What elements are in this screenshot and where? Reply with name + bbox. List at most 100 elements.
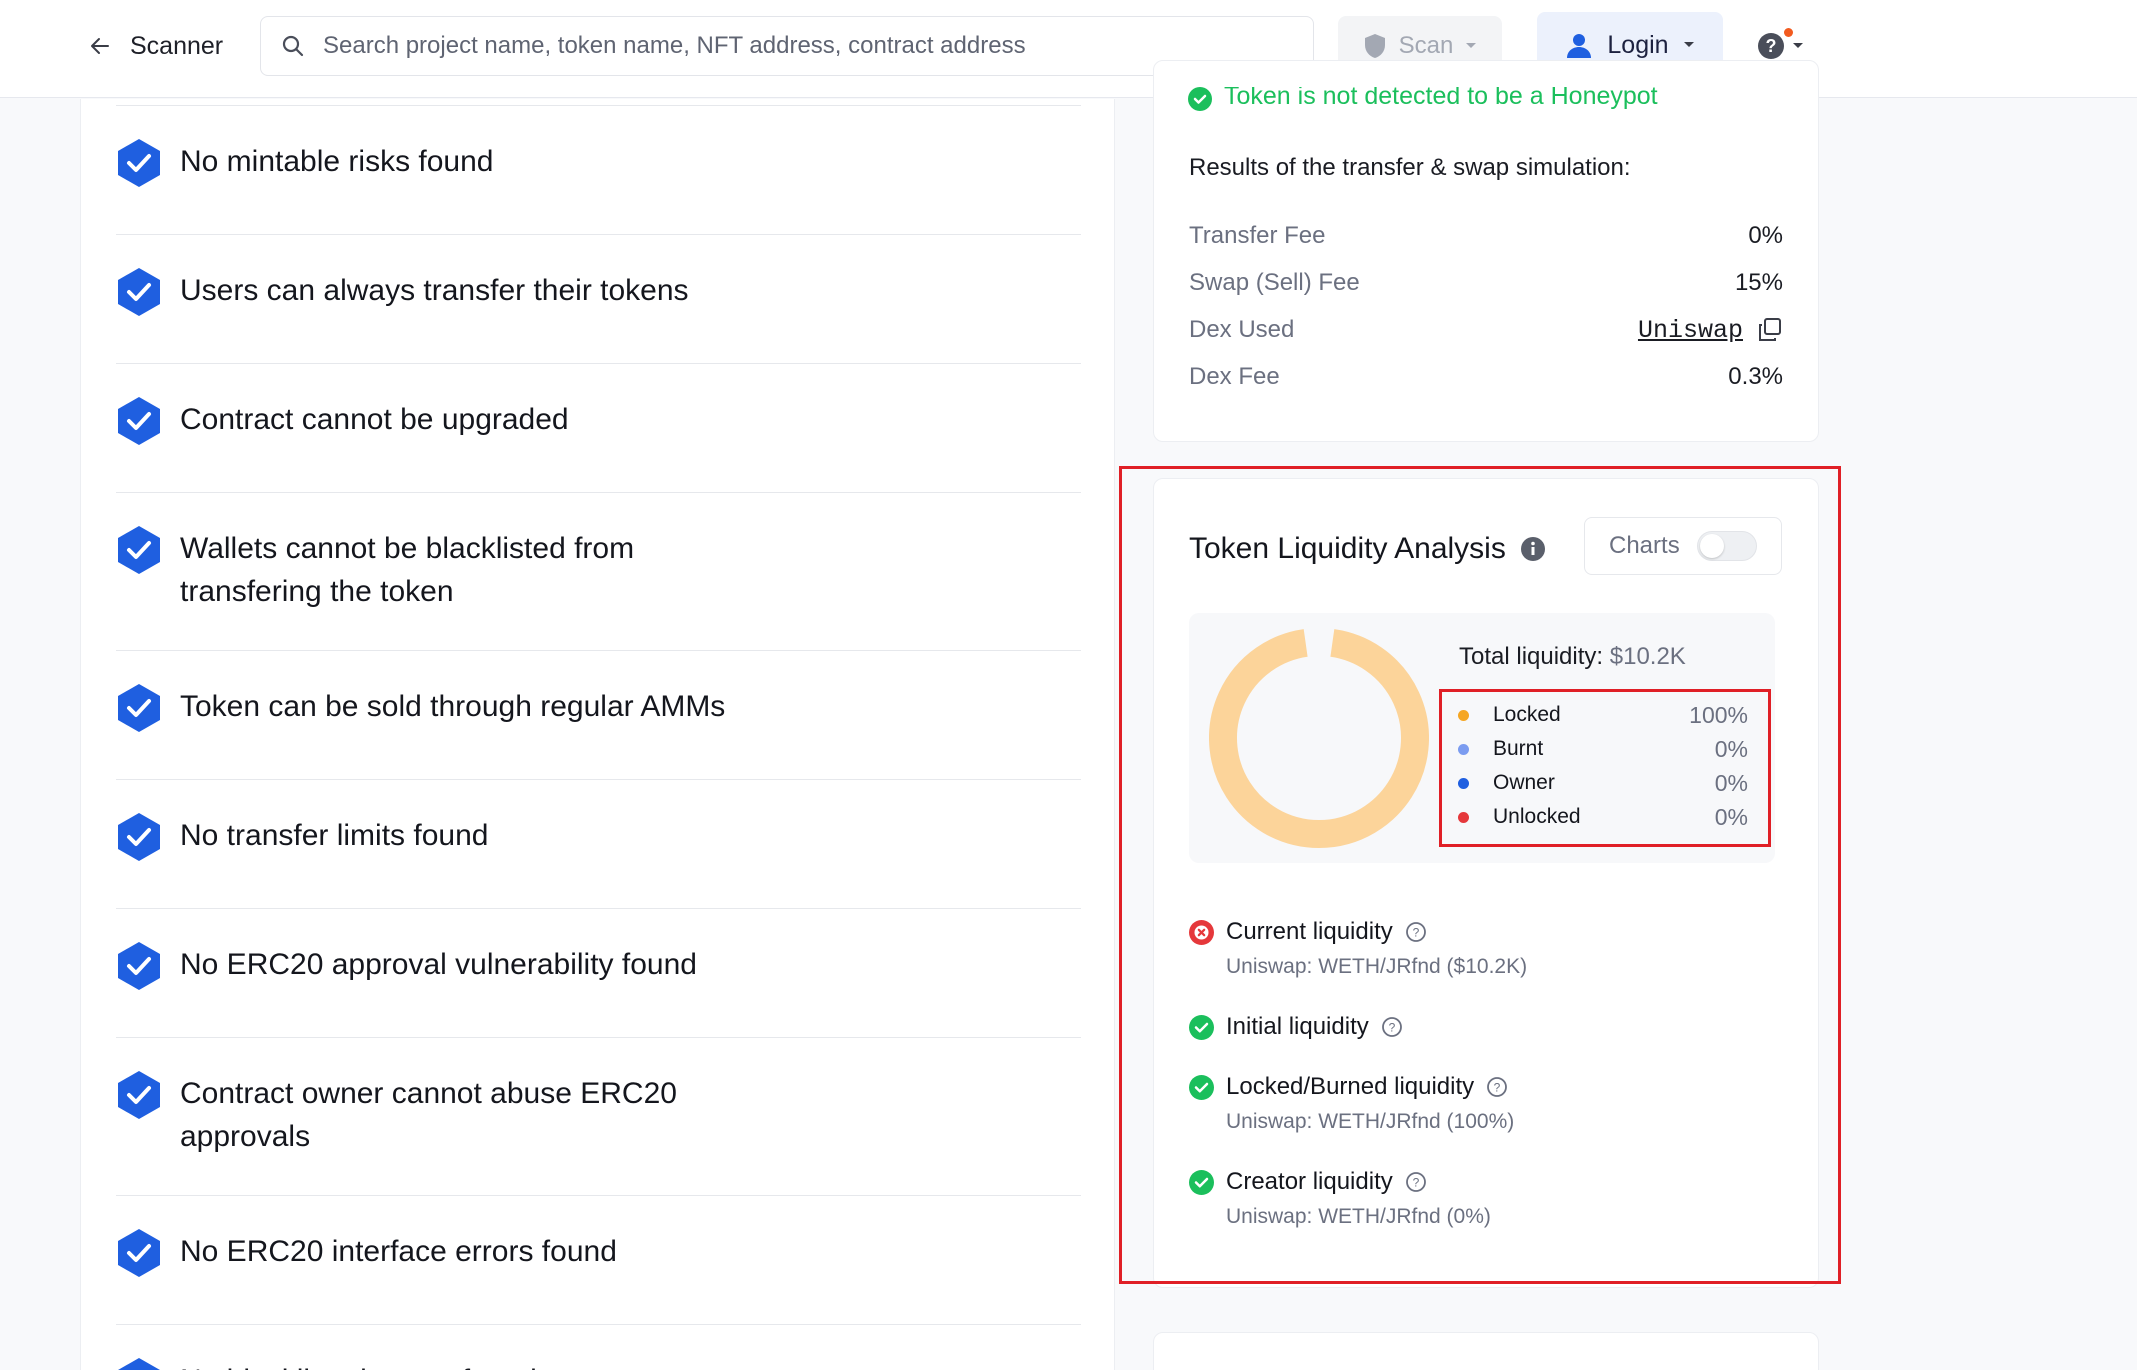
honeypot-status-text: Token is not detected to be a Honeypot: [1224, 87, 1658, 110]
breakdown-row-locked: Locked 100%: [1458, 698, 1748, 732]
transfer-fee-value: 0%: [1748, 222, 1783, 249]
search-input[interactable]: [323, 32, 1283, 60]
transfer-fee-label: Transfer Fee: [1189, 222, 1326, 249]
initial-liquidity-metric: Initial liquidity ?: [1189, 1010, 1749, 1044]
metric-label: Creator liquidity: [1226, 1168, 1393, 1195]
swap-fee-row: Swap (Sell) Fee 15%: [1189, 265, 1783, 301]
question-circle-icon[interactable]: ?: [1486, 1076, 1508, 1098]
svg-text:?: ?: [1494, 1081, 1501, 1095]
dex-used-label: Dex Used: [1189, 316, 1295, 343]
token-liquidity-card: Token Liquidity Analysis Charts Total li…: [1153, 478, 1819, 1288]
liquidity-title-row: Token Liquidity Analysis: [1189, 527, 1546, 571]
total-liquidity: Total liquidity: $10.2K: [1459, 643, 1686, 671]
check-item: No mintable risks found: [116, 105, 1081, 234]
help-menu-button[interactable]: ?: [1756, 26, 1804, 66]
caret-down-icon: [1793, 43, 1803, 48]
verified-check-icon: [118, 1358, 160, 1370]
breakdown-name: Unlocked: [1493, 805, 1581, 828]
breakdown-pct: 0%: [1714, 735, 1748, 762]
breakdown-row-unlocked: Unlocked 0%: [1458, 800, 1748, 834]
breakdown-pct: 0%: [1714, 769, 1748, 796]
success-check-icon: [1189, 1074, 1214, 1100]
liquidity-breakdown: Locked 100% Burnt 0% Owner 0% Unlocked 0…: [1439, 689, 1771, 847]
dex-fee-row: Dex Fee 0.3%: [1189, 359, 1783, 395]
check-item: Contract owner cannot abuse ERC20 approv…: [116, 1037, 1081, 1195]
owner-legend-dot: [1458, 777, 1469, 789]
copy-icon[interactable]: [1757, 317, 1783, 343]
liquidity-donut-chart: [1209, 629, 1429, 848]
check-item: No ERC20 interface errors found: [116, 1195, 1081, 1324]
svg-text:?: ?: [1412, 926, 1419, 940]
search-icon: [282, 35, 304, 57]
check-text: Users can always transfer their tokens: [180, 274, 689, 307]
check-item: No ERC20 approval vulnerability found: [116, 908, 1081, 1037]
charts-toggle[interactable]: Charts: [1584, 517, 1782, 575]
check-item: Token can be sold through regular AMMs: [116, 650, 1081, 779]
arrow-left-icon: [91, 38, 109, 54]
dex-used-row: Dex Used Uniswap: [1189, 312, 1783, 348]
shield-icon: [1364, 34, 1385, 58]
metric-detail: Uniswap: WETH/JRfnd (100%): [1226, 1110, 1515, 1133]
creator-liquidity-metric: Creator liquidity ? Uniswap: WETH/JRfnd …: [1189, 1165, 1749, 1229]
back-label: Scanner: [130, 31, 224, 60]
login-label: Login: [1607, 30, 1669, 59]
caret-down-icon: [1466, 43, 1477, 48]
success-check-icon: [1189, 1169, 1214, 1195]
check-text: No blacklisted errors found: [180, 1359, 537, 1370]
back-to-scanner-link[interactable]: Scanner: [88, 26, 223, 66]
check-text: No ERC20 approval vulnerability found: [180, 948, 697, 981]
security-checks-card: No mintable risks found Users can always…: [80, 99, 1115, 1370]
metric-label: Locked/Burned liquidity: [1226, 1073, 1475, 1100]
user-icon: [1567, 34, 1592, 58]
dex-fee-value: 0.3%: [1728, 363, 1783, 390]
question-circle-icon[interactable]: ?: [1405, 921, 1427, 943]
verified-check-icon: [118, 1071, 160, 1119]
charts-switch[interactable]: [1697, 531, 1757, 561]
verified-check-icon: [118, 268, 160, 316]
dex-link[interactable]: Uniswap: [1637, 315, 1743, 345]
verified-check-icon: [118, 139, 160, 187]
total-liquidity-label: Total liquidity:: [1459, 643, 1604, 670]
metric-label: Current liquidity: [1226, 918, 1393, 945]
simulation-title: Results of the transfer & swap simulatio…: [1189, 154, 1631, 181]
help-icon: ?: [1758, 33, 1784, 59]
check-item: No transfer limits found: [116, 779, 1081, 908]
search-bar[interactable]: [260, 16, 1314, 76]
check-text: No transfer limits found: [180, 819, 489, 852]
unlocked-legend-dot: [1458, 811, 1469, 823]
svg-text:?: ?: [1412, 1176, 1419, 1190]
burnt-legend-dot: [1458, 743, 1469, 755]
charts-label: Charts: [1609, 532, 1680, 559]
check-text: Contract cannot be upgraded: [180, 403, 569, 436]
swap-fee-label: Swap (Sell) Fee: [1189, 269, 1360, 296]
liquidity-summary: Total liquidity: $10.2K Locked 100% Burn…: [1189, 613, 1775, 863]
scan-label: Scan: [1398, 32, 1454, 59]
dex-fee-label: Dex Fee: [1189, 363, 1280, 390]
question-circle-icon[interactable]: ?: [1381, 1016, 1403, 1038]
error-x-icon: [1189, 919, 1214, 945]
check-text: No mintable risks found: [180, 145, 494, 178]
breakdown-row-owner: Owner 0%: [1458, 766, 1748, 800]
question-circle-icon[interactable]: ?: [1405, 1171, 1427, 1193]
check-item: Wallets cannot be blacklisted from trans…: [116, 492, 1081, 650]
breakdown-row-burnt: Burnt 0%: [1458, 732, 1748, 766]
locked-legend-dot: [1458, 709, 1469, 721]
check-text: Token can be sold through regular AMMs: [180, 690, 726, 723]
notification-dot: [1784, 28, 1793, 37]
swap-fee-value: 15%: [1734, 269, 1783, 296]
transfer-fee-row: Transfer Fee 0%: [1189, 218, 1783, 254]
swap-simulation-card: Token is not detected to be a Honeypot R…: [1153, 60, 1819, 442]
metric-detail: Uniswap: WETH/JRfnd (0%): [1226, 1205, 1491, 1228]
top-header: Scanner Scan Login ?: [0, 0, 2137, 98]
success-check-icon: [1189, 1014, 1214, 1040]
donut-locked-segment: [1209, 629, 1429, 848]
caret-down-icon: [1683, 42, 1694, 47]
verified-check-icon: [118, 1229, 160, 1277]
verified-check-icon: [118, 942, 160, 990]
info-icon[interactable]: [1520, 536, 1546, 562]
svg-text:?: ?: [1766, 36, 1777, 56]
liquidity-title: Token Liquidity Analysis: [1189, 532, 1506, 565]
check-item: No blacklisted errors found: [116, 1324, 1081, 1370]
check-item: Users can always transfer their tokens: [116, 234, 1081, 363]
check-text: No ERC20 interface errors found: [180, 1235, 617, 1268]
